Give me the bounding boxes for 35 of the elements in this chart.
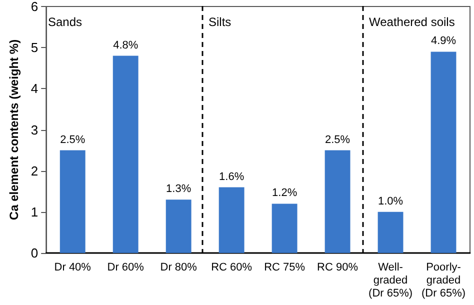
data-label: 1.3% [166, 183, 192, 196]
data-label: 2.5% [325, 134, 350, 146]
x-tick-label: Dr 80% [160, 262, 198, 274]
y-tick-label: 6 [30, 0, 38, 14]
y-tick-label: 4 [30, 81, 38, 96]
bar [324, 150, 350, 253]
annotation: Silts [208, 15, 232, 29]
y-tick-label: 1 [30, 204, 38, 220]
data-label: 1.6% [219, 170, 244, 183]
bar [218, 187, 244, 253]
x-tick-label: RC 60% [211, 262, 252, 274]
x-tick-label: Poorly- graded (Dr 65%) [422, 262, 466, 300]
data-label: 1.0% [378, 195, 404, 208]
data-label: 4.8% [113, 39, 138, 52]
data-label: 1.2% [272, 187, 298, 200]
data-label: 2.5% [60, 134, 86, 146]
x-tick-label: RC 75% [264, 262, 306, 274]
annotation: Weathered soils [369, 15, 455, 29]
bar [166, 200, 192, 253]
y-tick-label: 5 [30, 40, 38, 56]
bar [112, 56, 138, 253]
bar [378, 212, 404, 253]
y-tick-label: 2 [30, 163, 38, 178]
x-tick-label: Dr 60% [107, 262, 144, 274]
bar [60, 150, 86, 253]
y-axis-title: Ca element contents (weight %) [7, 39, 21, 220]
y-tick-label: 0 [30, 246, 38, 260]
bar [272, 204, 298, 253]
data-label: 4.9% [430, 35, 456, 48]
x-tick-label: RC 90% [317, 262, 358, 274]
bar [430, 52, 456, 253]
x-tick-label: Dr 40% [54, 262, 92, 274]
annotation: Sands [48, 15, 82, 29]
x-tick-label: Well- graded (Dr 65%) [368, 262, 413, 300]
y-tick-label: 3 [30, 122, 38, 138]
